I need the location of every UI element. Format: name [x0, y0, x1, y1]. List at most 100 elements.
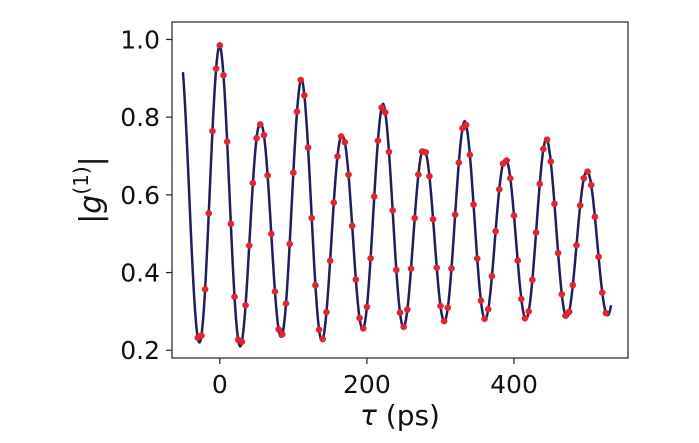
fit-curve-line	[181, 44, 613, 348]
y-axis-label: |g(1)|	[69, 156, 109, 224]
data-point	[484, 305, 492, 313]
data-point	[569, 281, 577, 289]
data-point	[267, 230, 275, 238]
data-point	[415, 171, 422, 178]
data-point	[598, 289, 606, 296]
data-point	[227, 220, 235, 228]
data-point	[455, 159, 463, 166]
x-tick-label: 200	[343, 370, 391, 399]
data-point	[470, 201, 477, 208]
data-point	[393, 266, 400, 274]
data-point	[260, 131, 268, 139]
data-point	[337, 133, 345, 140]
y-tick-label: 0.6	[120, 181, 160, 210]
data-point	[220, 71, 227, 79]
data-point	[279, 331, 286, 338]
data-point	[352, 276, 360, 283]
data-point	[231, 293, 238, 301]
y-tick-label: 0.2	[120, 336, 160, 365]
data-point	[297, 76, 305, 84]
data-point	[323, 308, 330, 316]
data-points-group	[194, 42, 610, 346]
data-point	[407, 265, 415, 272]
data-point	[411, 214, 419, 222]
data-point	[426, 172, 433, 180]
data-point	[396, 309, 404, 316]
x-tick-label: 0	[212, 370, 228, 399]
data-point	[312, 282, 319, 289]
data-point	[367, 254, 374, 262]
data-point	[551, 200, 558, 208]
data-point	[330, 199, 338, 206]
data-point	[580, 174, 588, 182]
labels-group: τ (ps) |g(1)|	[69, 156, 440, 432]
data-point	[209, 127, 216, 135]
data-point	[245, 242, 253, 249]
data-point	[448, 265, 455, 272]
data-point	[345, 171, 352, 178]
data-point	[473, 255, 481, 262]
data-point	[286, 240, 293, 248]
data-point	[389, 207, 396, 214]
data-point	[201, 285, 209, 293]
data-point	[481, 315, 488, 323]
data-point	[507, 175, 514, 182]
data-point	[370, 193, 378, 200]
data-point	[510, 212, 518, 219]
data-point	[547, 158, 555, 165]
data-point	[238, 338, 246, 346]
data-point	[293, 108, 301, 115]
data-point	[290, 169, 297, 176]
data-point	[249, 179, 257, 187]
data-point	[282, 300, 290, 307]
data-point	[212, 65, 220, 72]
plot-frame	[171, 21, 629, 359]
data-point	[378, 104, 385, 111]
data-point	[404, 306, 411, 313]
data-point	[477, 297, 485, 304]
data-point	[216, 42, 224, 49]
data-point	[275, 326, 282, 333]
data-point	[451, 211, 459, 218]
data-point	[256, 121, 264, 128]
data-point	[440, 317, 448, 325]
data-point	[591, 213, 599, 221]
data-point	[422, 149, 430, 156]
data-point	[587, 181, 595, 189]
x-tick-label: 400	[490, 370, 538, 399]
data-point	[573, 241, 580, 249]
data-point	[521, 315, 529, 322]
data-point	[437, 302, 444, 310]
data-point	[359, 325, 367, 332]
ticks-group: 0 200 400 0.2 0.4 0.6 0.8 1.0	[120, 25, 538, 399]
data-point	[514, 257, 521, 264]
axes-group	[171, 21, 629, 359]
data-point	[525, 308, 533, 315]
data-point	[543, 136, 551, 143]
data-point	[595, 253, 602, 261]
data-point	[495, 186, 503, 193]
data-point	[271, 288, 279, 295]
data-point	[518, 295, 525, 303]
data-point	[381, 109, 389, 116]
data-point	[558, 291, 566, 298]
x-axis-label: τ (ps)	[360, 399, 440, 432]
data-point	[374, 137, 382, 144]
data-point	[429, 215, 437, 223]
data-point	[356, 314, 363, 322]
data-point	[319, 335, 327, 343]
data-point	[532, 229, 540, 236]
data-point	[602, 309, 610, 317]
data-point	[503, 157, 510, 164]
data-point	[363, 303, 371, 311]
plot-area	[181, 42, 613, 348]
data-point	[198, 332, 205, 339]
data-point	[565, 308, 573, 316]
data-point	[492, 227, 499, 235]
data-point	[576, 202, 584, 209]
data-point	[554, 249, 562, 257]
y-tick-label: 0.8	[120, 103, 160, 132]
y-tick-label: 1.0	[120, 25, 160, 54]
